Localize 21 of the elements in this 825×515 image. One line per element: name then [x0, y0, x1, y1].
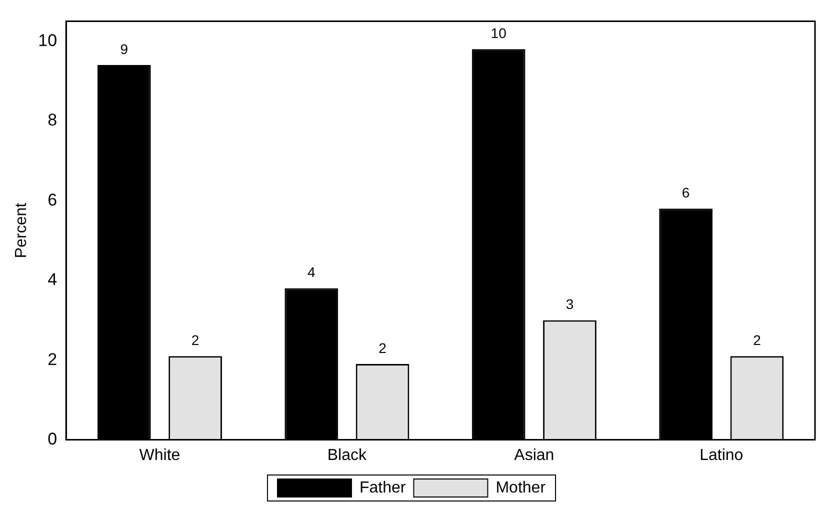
data-label: 2 — [378, 340, 387, 356]
y-tick-label: 8 — [48, 110, 58, 130]
y-axis-title: Percent — [13, 202, 30, 258]
data-label: 4 — [307, 264, 316, 280]
data-label: 3 — [566, 296, 574, 312]
y-tick-label: 2 — [48, 350, 58, 369]
x-tick-label: Asian — [514, 446, 554, 464]
y-tick-label: 10 — [38, 30, 58, 50]
x-tick-label: White — [139, 446, 180, 464]
data-label: 10 — [490, 24, 507, 41]
y-tick-label: 4 — [48, 270, 58, 290]
data-label: 6 — [682, 184, 690, 200]
x-tick-label: Black — [327, 446, 368, 464]
legend-label: Mother — [496, 479, 546, 496]
y-tick-label: 0 — [48, 429, 58, 448]
data-label: 9 — [120, 40, 128, 57]
y-tick-label: 6 — [48, 190, 58, 210]
data-label: 2 — [191, 332, 200, 348]
legend-label: Father — [359, 479, 406, 496]
x-tick-label: Latino — [700, 446, 744, 464]
data-label: 2 — [753, 332, 762, 348]
